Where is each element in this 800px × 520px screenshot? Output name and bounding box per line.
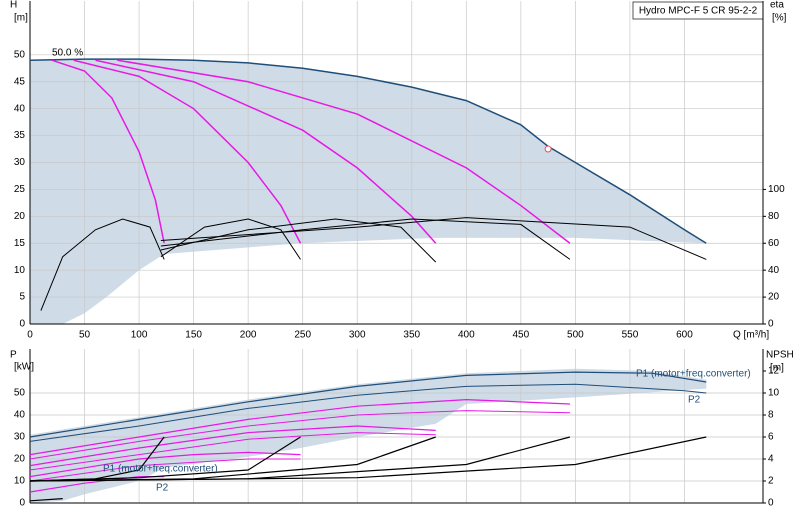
y-tick-label: 10 [14, 265, 26, 276]
y2-tick-label: 2 [768, 476, 774, 487]
y2-tick-label: 4 [768, 454, 774, 465]
x-tick-label: 200 [240, 330, 257, 341]
curve [29, 451, 301, 478]
y2-axis-unit: [m] [770, 363, 784, 374]
y-tick-label: 20 [14, 454, 26, 465]
y-axis-label: P [10, 350, 17, 361]
y-tick-label: 15 [14, 238, 26, 249]
curve [73, 59, 302, 244]
curve [160, 218, 301, 260]
y2-tick-label: 60 [768, 238, 780, 249]
y2-tick-label: 8 [768, 410, 774, 421]
x-tick-label: 50 [79, 330, 91, 341]
curve [29, 436, 301, 482]
curve [29, 425, 436, 467]
y-tick-label: 30 [14, 157, 26, 168]
curve [117, 59, 571, 244]
x-tick-label: 550 [622, 330, 639, 341]
y2-tick-label: 0 [768, 319, 774, 330]
duty-point [544, 145, 552, 153]
chart-title: Hydro MPC-F 5 CR 95-2-2 [639, 6, 758, 17]
y-tick-label: 35 [14, 130, 26, 141]
annotation: P1 (motor+freq.converter) [636, 369, 751, 380]
curve [29, 436, 707, 482]
y-tick-label: 45 [14, 76, 26, 87]
y-tick-label: 20 [14, 211, 26, 222]
curve [29, 410, 570, 460]
y2-tick-label: 100 [768, 184, 785, 195]
curve [51, 59, 165, 244]
x-tick-label: 150 [185, 330, 202, 341]
operating-area [30, 59, 707, 324]
x-tick-label: 300 [349, 330, 366, 341]
x-tick-label: 450 [513, 330, 530, 341]
annotation: P1 (motor+freq.converter) [103, 464, 218, 475]
y-axis-unit: [m] [14, 13, 28, 24]
y-tick-label: 50 [14, 49, 26, 60]
y-tick-label: 30 [14, 432, 26, 443]
curve [95, 59, 437, 244]
y-tick-label: 0 [19, 319, 25, 330]
x-axis-label: Q [m³/h] [733, 330, 769, 341]
curve [40, 218, 165, 311]
y-axis-label: H [10, 0, 17, 11]
y2-axis-label: NPSH [766, 350, 794, 361]
annotation: P2 [688, 395, 701, 406]
y2-tick-label: 40 [768, 265, 780, 276]
x-tick-label: 0 [27, 330, 33, 341]
y2-tick-label: 6 [768, 432, 774, 443]
x-tick-label: 400 [458, 330, 475, 341]
y-axis-unit: [kW] [14, 362, 34, 373]
operating-area [30, 368, 707, 503]
y-tick-label: 25 [14, 184, 26, 195]
x-tick-label: 250 [294, 330, 311, 341]
curve [29, 383, 707, 442]
y-tick-label: 40 [14, 103, 26, 114]
y2-tick-label: 20 [768, 292, 780, 303]
curve [160, 217, 707, 260]
y2-tick-label: 10 [768, 388, 780, 399]
y-tick-label: 5 [19, 292, 25, 303]
y2-tick-label: 12 [768, 366, 780, 377]
x-tick-label: 600 [676, 330, 693, 341]
y2-axis-label: eta [770, 0, 784, 11]
y-tick-label: 10 [14, 476, 26, 487]
curve [29, 58, 707, 244]
curve [29, 432, 436, 471]
y2-tick-label: 80 [768, 211, 780, 222]
annotation: P2 [156, 483, 169, 494]
x-tick-label: 100 [131, 330, 148, 341]
curve [29, 458, 301, 482]
curve [29, 371, 707, 438]
x-tick-label: 500 [567, 330, 584, 341]
curve [29, 398, 570, 456]
curve [29, 498, 63, 502]
x-tick-label: 350 [403, 330, 420, 341]
annotation: 50.0 % [52, 48, 83, 59]
curve [160, 218, 571, 260]
y-tick-label: 50 [14, 388, 26, 399]
y2-axis-unit: [%] [772, 13, 787, 24]
y-tick-label: 40 [14, 410, 26, 421]
y-tick-label: 0 [19, 498, 25, 509]
y2-tick-label: 0 [768, 498, 774, 509]
